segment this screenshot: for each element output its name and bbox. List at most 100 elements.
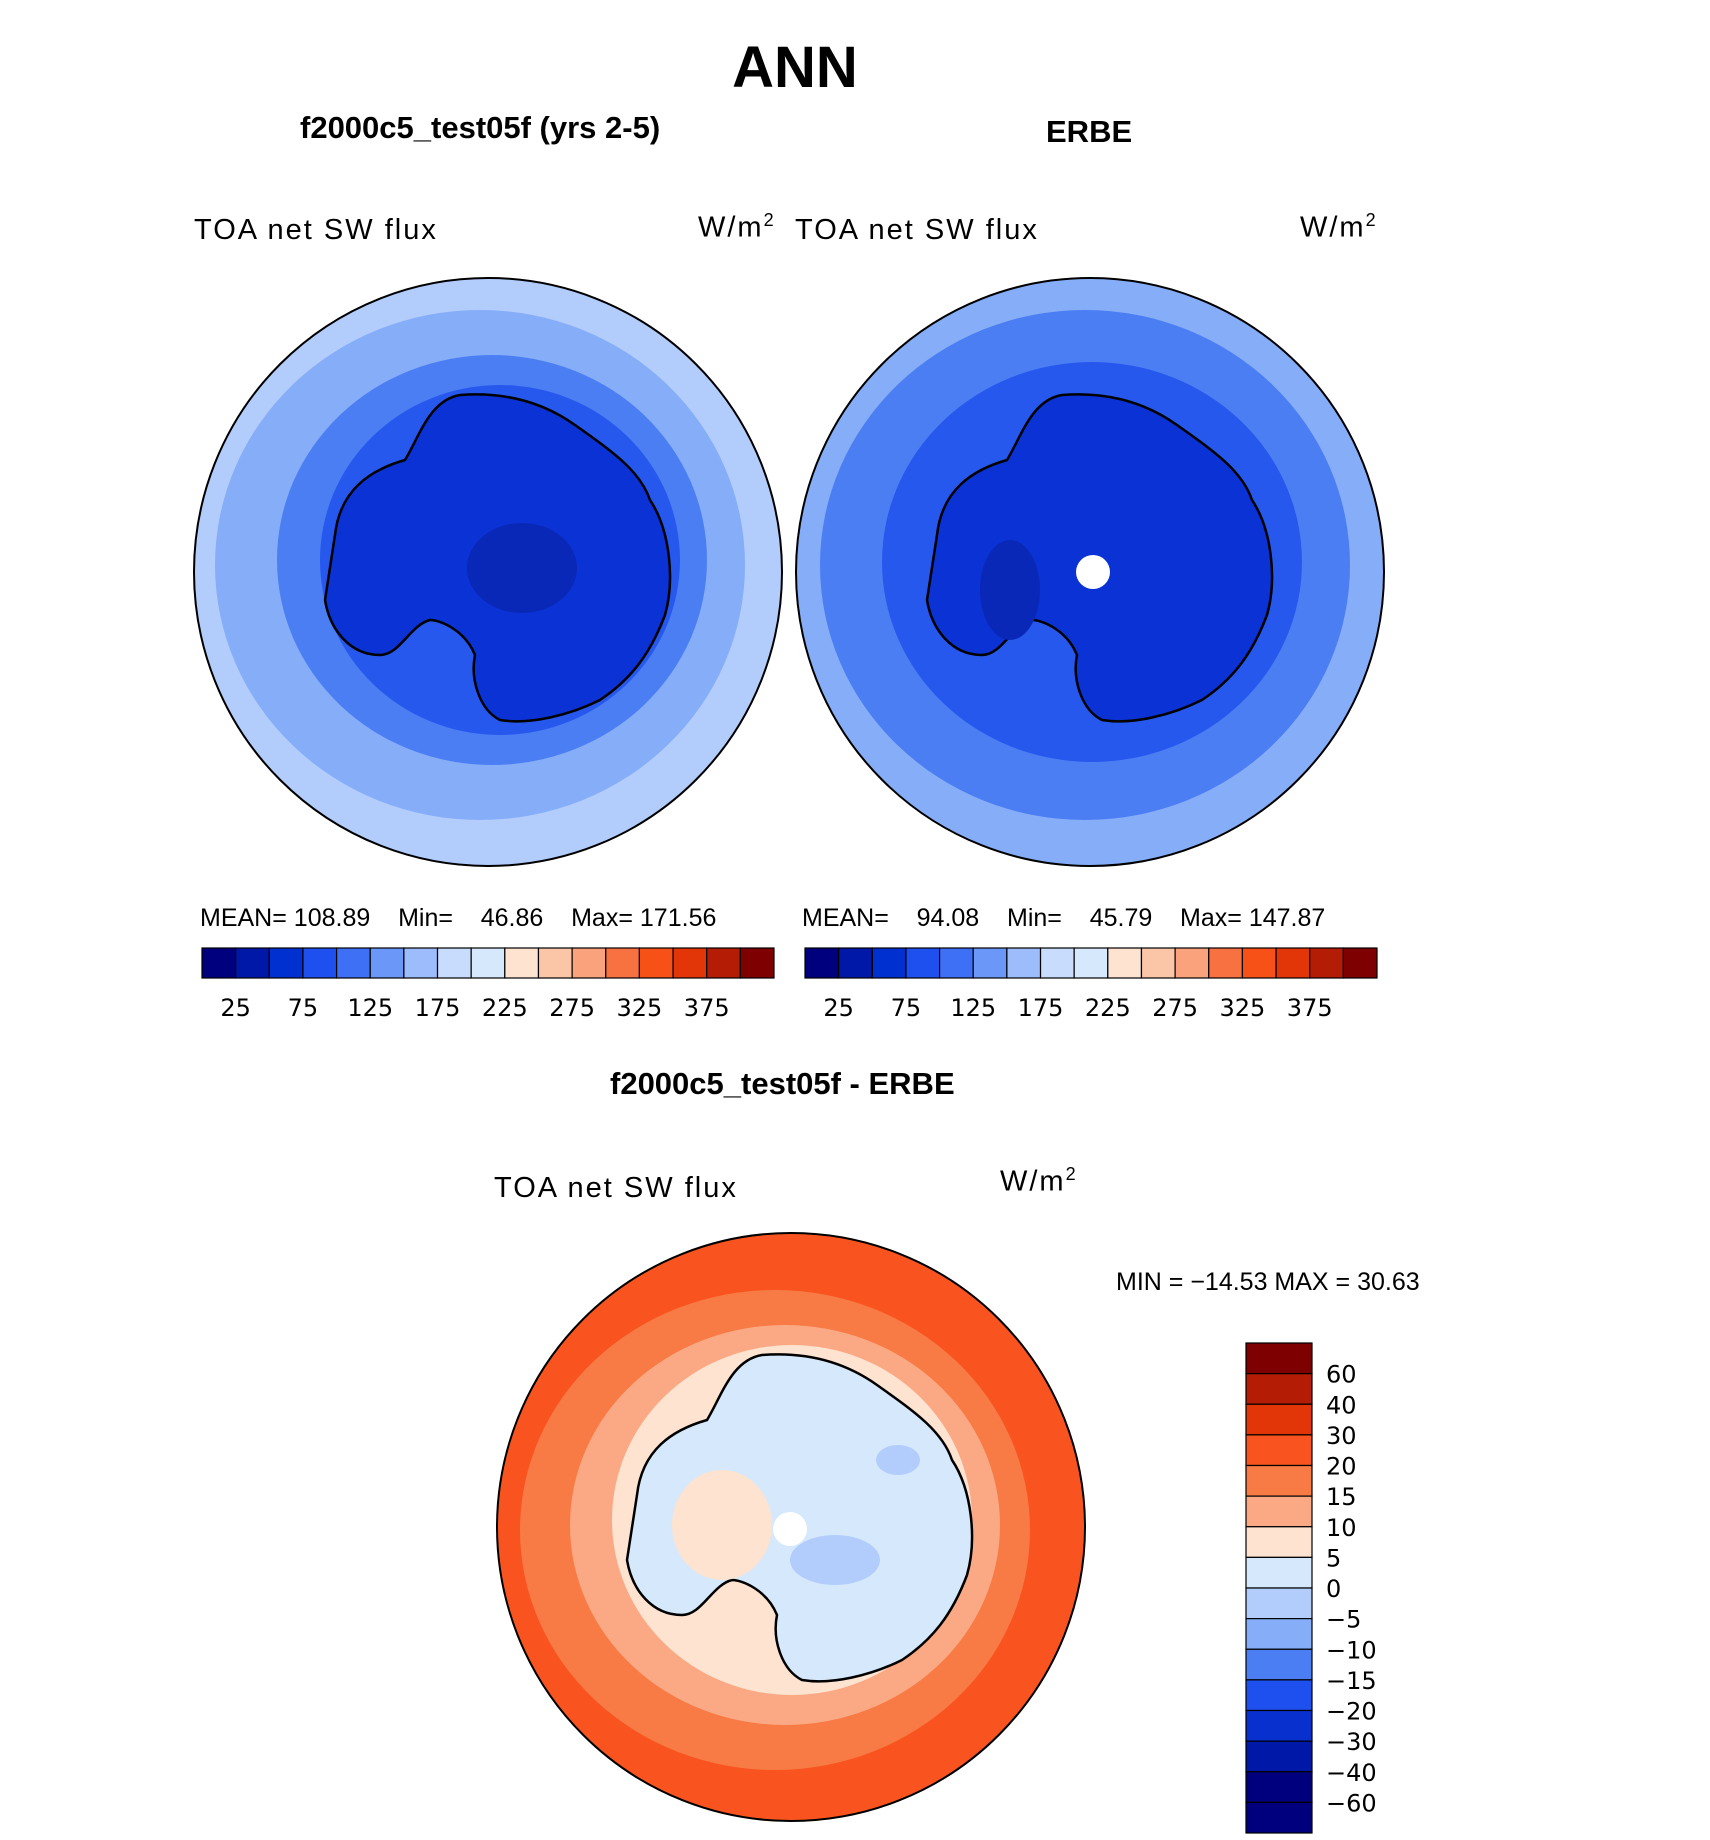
right-colorbar-box [1275,947,1311,979]
diff-colorbar-box [1245,1801,1313,1834]
right-variable-label: TOA net SW flux [795,214,1039,246]
diff-pole-hole [773,1512,807,1546]
diff-variable-label: TOA net SW flux [494,1172,738,1204]
left-colorbar-box [436,947,472,979]
left-colorbar-box [268,947,304,979]
right-colorbar-box [1174,947,1210,979]
right-pole-hole [1076,555,1110,589]
left-colorbar-box [369,947,405,979]
diff-colorbar-tick-label: 60 [1326,1361,1357,1389]
left-colorbar-box [739,947,775,979]
diff-units-label: W/m2 [1000,1164,1078,1198]
left-colorbar-box [706,947,741,979]
left-colorbar-box [470,947,506,979]
right-colorbar-tick-label: 275 [1152,994,1198,1022]
diff-colorbar-tick-label: −10 [1326,1636,1377,1664]
diff-colorbar-box [1245,1464,1313,1497]
left-variable-label: TOA net SW flux [194,214,438,246]
diff-colorbar-tick-label: 40 [1326,1391,1357,1419]
diff-colorbar-box [1245,1342,1313,1375]
right-colorbar-tick-label: 375 [1287,994,1333,1022]
right-colorbar-tick-label: 325 [1220,994,1266,1022]
diff-colorbar-tick-label: 30 [1326,1422,1357,1450]
right-colorbar: 25 75 125 175 225 275 325 375 [804,947,1378,1022]
diff-colorbar-tick-label: 5 [1326,1544,1341,1572]
right-colorbar-box [804,947,840,979]
diff-colorbar-box [1245,1709,1313,1742]
diff-colorbar-box [1245,1679,1313,1712]
main-title: ANN [732,35,858,100]
right-colorbar-tick-label: 25 [823,994,854,1022]
right-panel-title: ERBE [1046,114,1133,149]
diff-panel-title: f2000c5_test05f - ERBE [610,1066,955,1101]
left-colorbar-tick-label: 75 [288,994,319,1022]
left-colorbar-box [672,947,708,979]
left-colorbar-tick-label: 175 [415,994,461,1022]
diff-colorbar-box [1245,1556,1313,1589]
diff-colorbar-box [1245,1373,1313,1405]
diff-colorbar-tick-label: −40 [1326,1759,1377,1787]
left-units-label: W/m2 [698,210,776,244]
left-colorbar-box [235,947,270,979]
diff-map [497,1233,1085,1821]
diff-colorbar-tick-label: 15 [1326,1483,1357,1511]
diff-colorbar-box [1245,1434,1313,1467]
right-units-label: W/m2 [1300,210,1378,244]
right-colorbar-box [1039,947,1075,979]
diff-colorbar-tick-label: 10 [1326,1514,1357,1542]
diff-colorbar-box [1245,1740,1313,1773]
right-colorbar-box [1342,947,1378,979]
right-colorbar-tick-label: 75 [891,994,922,1022]
left-colorbar-box [537,947,573,979]
diff-colorbar-box [1245,1526,1313,1558]
left-interior-minimum [467,523,577,613]
left-colorbar-tick-label: 25 [220,994,251,1022]
right-colorbar-box [871,947,907,979]
diff-stats: MIN = −14.53 MAX = 30.63 [1116,1268,1420,1296]
left-colorbar-tick-label: 275 [549,994,595,1022]
left-map [194,278,782,866]
right-map-border [795,277,1385,867]
diff-colorbar-tick-label: −5 [1326,1606,1361,1634]
diff-colorbar-box [1245,1495,1313,1528]
right-colorbar-box [1241,947,1277,979]
right-colorbar-box [1073,947,1109,979]
right-colorbar-tick-label: 125 [950,994,996,1022]
diff-colorbar-box [1245,1618,1313,1650]
left-colorbar-tick-label: 125 [347,994,393,1022]
right-colorbar-box [1208,947,1244,979]
right-colorbar-box [1107,947,1143,979]
left-colorbar: 25 75 125 175 225 275 325 375 [201,947,775,1022]
left-colorbar-tick-label: 325 [617,994,663,1022]
right-interior-minimum [980,540,1040,640]
right-colorbar-box [1309,947,1344,979]
left-panel-title: f2000c5_test05f (yrs 2-5) [300,110,661,145]
left-colorbar-box [571,947,607,979]
diff-colorbar-box [1245,1587,1313,1620]
left-colorbar-box [302,947,338,979]
left-colorbar-box [504,947,540,979]
diff-colorbar-box [1245,1403,1313,1436]
left-colorbar-box [403,947,439,979]
diff-colorbar-tick-label: −30 [1326,1728,1377,1756]
left-colorbar-box [335,947,371,979]
right-colorbar-box [905,947,941,979]
right-colorbar-tick-label: 225 [1085,994,1131,1022]
left-colorbar-tick-label: 225 [482,994,528,1022]
diff-colorbar-tick-label: 20 [1326,1453,1357,1481]
left-map-border [193,277,783,867]
right-map [796,278,1384,866]
diff-colorbar-box [1245,1771,1313,1803]
diff-colorbar-tick-label: −15 [1326,1667,1377,1695]
right-colorbar-box [972,947,1008,979]
diff-colorbar-tick-label: −60 [1326,1789,1377,1817]
left-stats: MEAN= 108.89 Min= 46.86 Max= 171.56 [200,904,717,932]
diff-map-border [496,1232,1086,1822]
right-stats: MEAN= 94.08 Min= 45.79 Max= 147.87 [802,904,1326,932]
right-colorbar-box [938,947,974,979]
right-colorbar-box [1140,947,1176,979]
diff-colorbar-tick-label: −20 [1326,1698,1377,1726]
right-colorbar-box [1006,947,1042,979]
right-colorbar-box [838,947,873,979]
